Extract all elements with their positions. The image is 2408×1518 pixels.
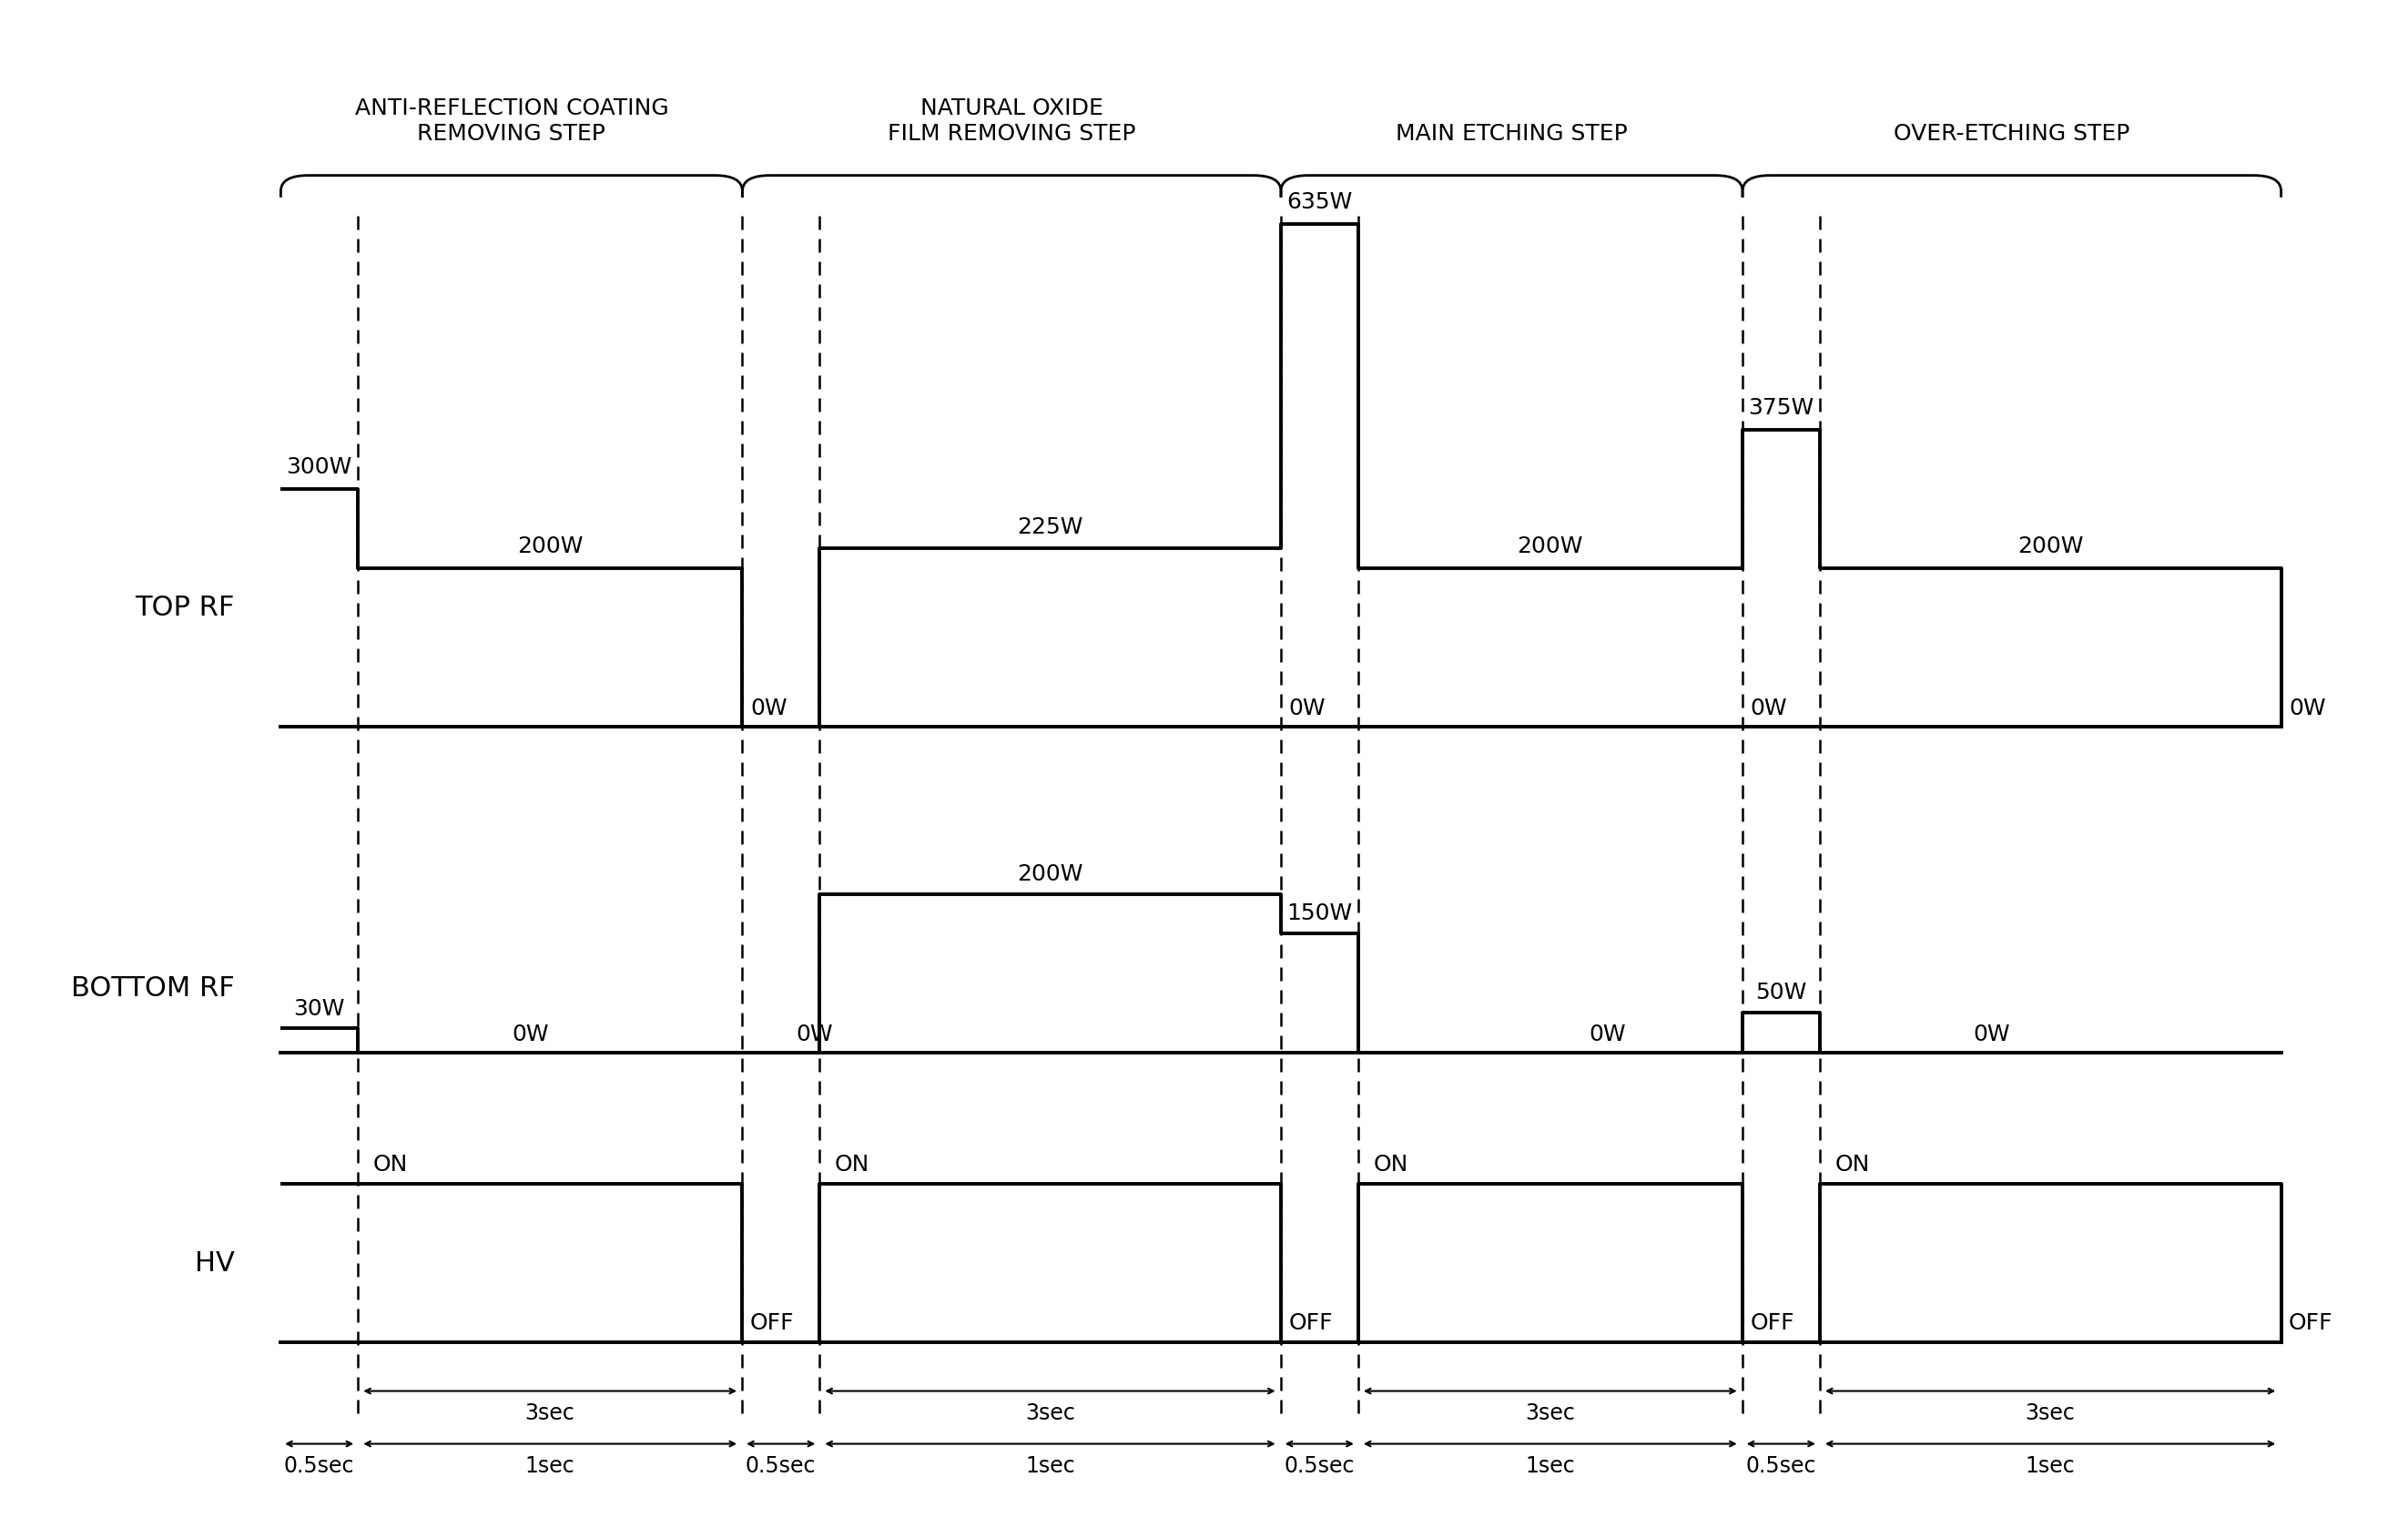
Text: 150W: 150W (1286, 903, 1353, 924)
Text: OVER-ETCHING STEP: OVER-ETCHING STEP (1893, 123, 2131, 144)
Text: 0W: 0W (510, 1023, 549, 1046)
Text: 30W: 30W (294, 997, 344, 1020)
Text: 1sec: 1sec (2025, 1456, 2076, 1477)
Text: 0W: 0W (1751, 698, 1787, 720)
Text: 0.5sec: 0.5sec (1746, 1456, 1816, 1477)
Text: TOP RF: TOP RF (135, 595, 234, 621)
Text: 1sec: 1sec (1026, 1456, 1074, 1477)
Text: OFF: OFF (2288, 1312, 2333, 1334)
Text: ON: ON (1835, 1154, 1871, 1175)
Text: BOTTOM RF: BOTTOM RF (70, 976, 234, 1002)
Text: HV: HV (195, 1251, 234, 1277)
Text: 1sec: 1sec (525, 1456, 576, 1477)
Text: 3sec: 3sec (2025, 1403, 2076, 1424)
Text: ON: ON (373, 1154, 407, 1175)
Text: 0W: 0W (1975, 1023, 2011, 1046)
Text: 225W: 225W (1016, 516, 1084, 537)
Text: 3sec: 3sec (525, 1403, 576, 1424)
Text: 200W: 200W (1016, 864, 1084, 885)
Text: 0.5sec: 0.5sec (1283, 1456, 1356, 1477)
Text: 200W: 200W (2018, 536, 2083, 557)
Text: 1sec: 1sec (1524, 1456, 1575, 1477)
Text: 3sec: 3sec (1524, 1403, 1575, 1424)
Text: 0W: 0W (749, 698, 787, 720)
Text: OFF: OFF (749, 1312, 795, 1334)
Text: NATURAL OXIDE
FILM REMOVING STEP: NATURAL OXIDE FILM REMOVING STEP (889, 97, 1137, 144)
Text: 3sec: 3sec (1026, 1403, 1074, 1424)
Text: 0W: 0W (1589, 1023, 1625, 1046)
Text: ON: ON (1373, 1154, 1409, 1175)
Text: 375W: 375W (1748, 398, 1813, 419)
Text: 635W: 635W (1286, 191, 1353, 213)
Text: ON: ON (836, 1154, 869, 1175)
Text: 0W: 0W (2288, 698, 2326, 720)
Text: MAIN ETCHING STEP: MAIN ETCHING STEP (1397, 123, 1628, 144)
Text: ANTI-REFLECTION COATING
REMOVING STEP: ANTI-REFLECTION COATING REMOVING STEP (354, 97, 669, 144)
Text: OFF: OFF (1288, 1312, 1334, 1334)
Text: 300W: 300W (287, 457, 352, 478)
Text: 50W: 50W (1755, 982, 1806, 1003)
Text: 0W: 0W (797, 1023, 833, 1046)
Text: 0.5sec: 0.5sec (284, 1456, 354, 1477)
Text: OFF: OFF (1751, 1312, 1794, 1334)
Text: 200W: 200W (518, 536, 583, 557)
Text: 0W: 0W (1288, 698, 1327, 720)
Text: 200W: 200W (1517, 536, 1582, 557)
Text: 0.5sec: 0.5sec (746, 1456, 816, 1477)
